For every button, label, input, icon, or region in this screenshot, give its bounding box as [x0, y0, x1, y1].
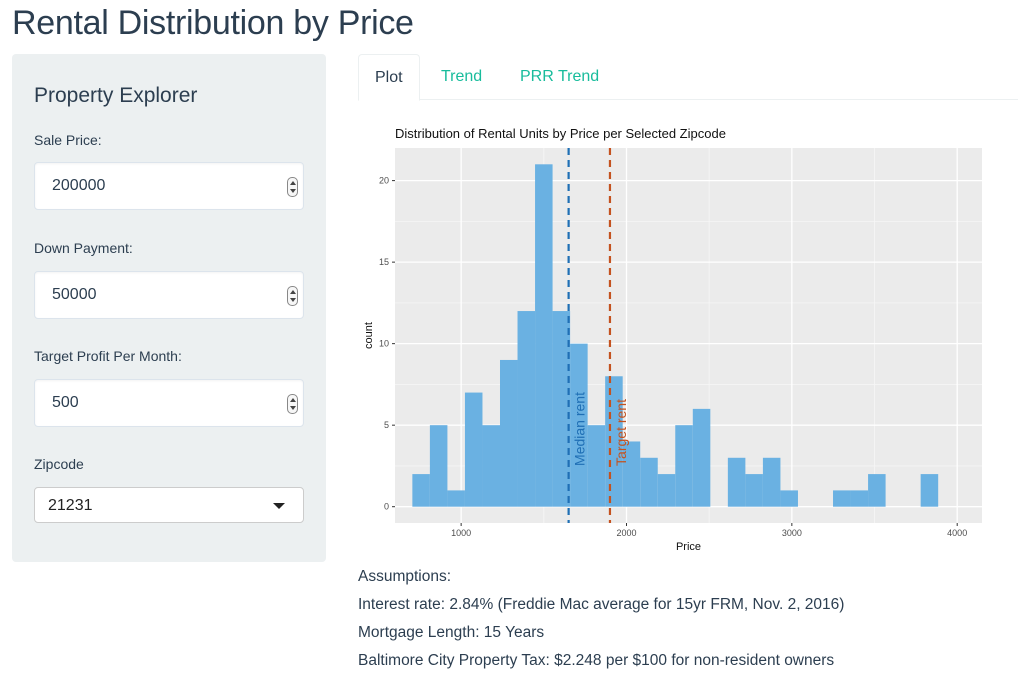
histogram-bar [727, 457, 746, 507]
histogram-bar [464, 392, 483, 507]
target-profit-value: 500 [52, 394, 79, 411]
assumptions-heading: Assumptions: [358, 568, 452, 585]
chevron-down-icon [273, 503, 285, 509]
median-rent-label: Median rent [572, 392, 588, 466]
x-tick-label: 2000 [616, 528, 636, 538]
histogram-bar [535, 164, 553, 507]
x-tick-label: 1000 [451, 528, 471, 538]
histogram-bar [745, 474, 763, 507]
histogram-bar [499, 359, 518, 507]
x-tick-label: 3000 [782, 528, 802, 538]
sale-price-label: Sale Price: [34, 132, 102, 148]
y-tick-label: 15 [379, 257, 389, 267]
histogram-bar [570, 343, 588, 507]
down-payment-value: 50000 [52, 286, 97, 303]
histogram-bar [780, 490, 798, 507]
histogram-bar [920, 474, 939, 507]
histogram-bar [850, 490, 869, 507]
histogram-bar [517, 311, 536, 507]
assumption-property-tax: Baltimore City Property Tax: $2.248 per … [358, 652, 835, 669]
y-tick-label: 20 [379, 176, 389, 186]
histogram-chart: Distribution of Rental Units by Price pe… [358, 118, 998, 563]
histogram-bar [587, 425, 606, 507]
tab-prr-trend[interactable]: PRR Trend [520, 68, 600, 85]
sidebar-heading: Property Explorer [34, 84, 198, 107]
down-payment-label: Down Payment: [34, 240, 133, 256]
y-tick-label: 5 [384, 420, 389, 430]
down-payment-input[interactable]: 50000 [34, 271, 304, 319]
histogram-bar [429, 425, 448, 507]
tab-trend[interactable]: Trend [441, 68, 483, 85]
histogram-bar [482, 425, 500, 507]
down-payment-stepper-icon[interactable] [287, 286, 298, 306]
histogram-bar [640, 457, 658, 507]
histogram-bar [868, 474, 886, 507]
page-title: Rental Distribution by Price [12, 4, 414, 42]
tab-plot[interactable]: Plot [358, 54, 420, 101]
x-axis-title: Price [676, 541, 701, 553]
histogram-bar [692, 408, 711, 507]
histogram-bar [657, 474, 676, 507]
sale-price-value: 200000 [52, 177, 106, 194]
tab-bar: Plot Trend PRR Trend [358, 54, 1018, 101]
x-tick-label: 4000 [947, 528, 967, 538]
histogram-bar [622, 441, 641, 507]
assumption-mortgage-length: Mortgage Length: 15 Years [358, 624, 545, 641]
zipcode-label: Zipcode [34, 456, 84, 472]
chart-title: Distribution of Rental Units by Price pe… [395, 126, 726, 141]
zipcode-select[interactable]: 21231 [34, 487, 304, 523]
histogram-svg: Distribution of Rental Units by Price pe… [363, 126, 982, 553]
target-profit-stepper-icon[interactable] [287, 394, 298, 414]
zipcode-value: 21231 [48, 497, 93, 514]
y-axis-title: count [363, 322, 375, 349]
target-profit-label: Target Profit Per Month: [34, 348, 182, 364]
assumptions-section: Assumptions: Interest rate: 2.84% (Fredd… [358, 566, 844, 678]
y-tick-label: 0 [384, 502, 389, 512]
sale-price-stepper-icon[interactable] [287, 177, 298, 197]
sidebar-panel: Property Explorer Sale Price: 200000 Dow… [12, 54, 326, 562]
histogram-bar [552, 311, 571, 507]
y-tick-label: 10 [379, 339, 389, 349]
histogram-bar [675, 425, 693, 507]
histogram-bar [447, 490, 465, 507]
histogram-bar [762, 457, 781, 507]
histogram-bar [833, 490, 851, 507]
sale-price-input[interactable]: 200000 [34, 162, 304, 210]
histogram-bar [412, 474, 430, 507]
target-rent-label: Target rent [613, 399, 629, 466]
target-profit-input[interactable]: 500 [34, 379, 304, 427]
assumption-interest-rate: Interest rate: 2.84% (Freddie Mac averag… [358, 596, 845, 613]
